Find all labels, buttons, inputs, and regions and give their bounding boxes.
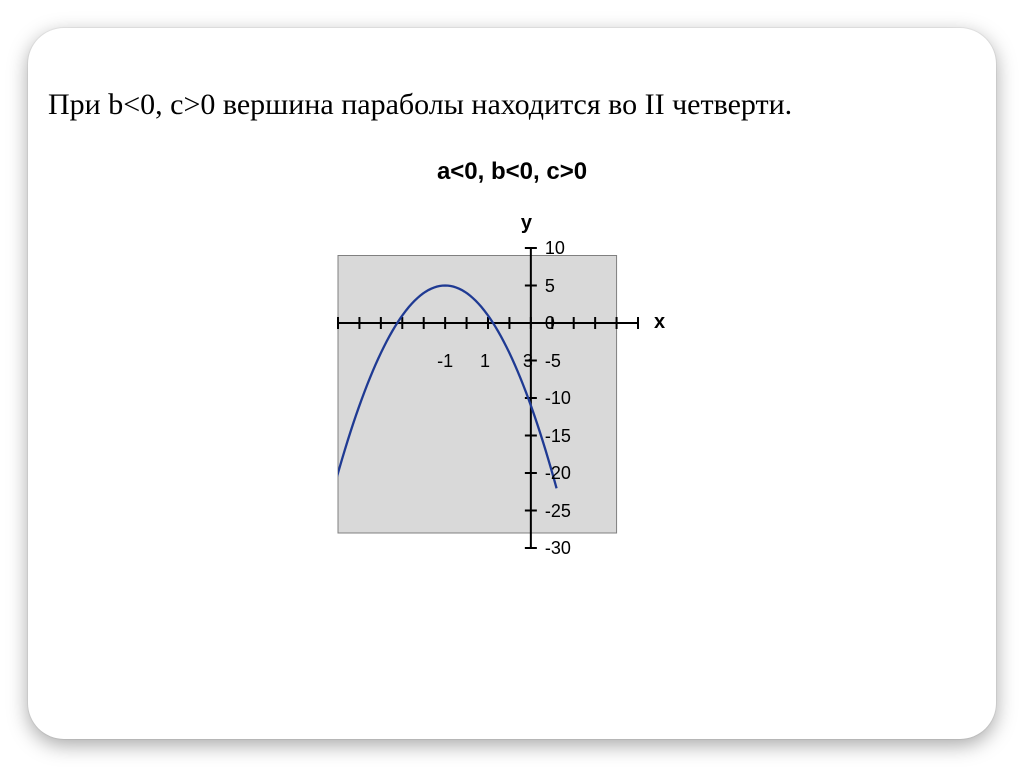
parabola-chart [338, 248, 638, 548]
y-tick-label: -10 [545, 388, 571, 409]
y-tick-label: -30 [545, 538, 571, 559]
heading-text: При b<0, c>0 вершина параболы находится … [48, 88, 976, 122]
y-axis-label: y [521, 212, 532, 235]
x-tick-label: 3 [523, 351, 533, 372]
y-tick-label: 0 [545, 313, 555, 334]
y-tick-label: -20 [545, 463, 571, 484]
y-tick-label: -5 [545, 351, 561, 372]
y-tick-label: 10 [545, 238, 565, 259]
condition-text: a<0, b<0, c>0 [28, 158, 996, 186]
chart-container: y x 1050-5-10-15-20-25-30-113 [338, 248, 638, 553]
slide-card: При b<0, c>0 вершина параболы находится … [28, 28, 996, 739]
x-axis-label: x [654, 311, 665, 334]
x-tick-label: 1 [480, 351, 490, 372]
y-tick-label: 5 [545, 276, 555, 297]
y-tick-label: -15 [545, 426, 571, 447]
x-tick-label: -1 [437, 351, 453, 372]
y-tick-label: -25 [545, 501, 571, 522]
